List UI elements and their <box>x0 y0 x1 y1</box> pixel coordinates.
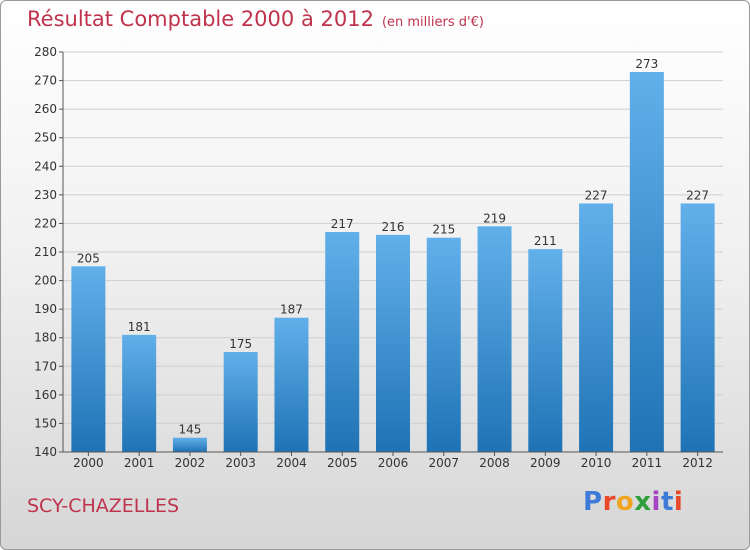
x-tick-label: 2005 <box>327 456 358 470</box>
y-tick-label: 240 <box>34 159 57 173</box>
x-tick-label: 2006 <box>378 456 409 470</box>
x-tick-label: 2011 <box>632 456 663 470</box>
y-tick-label: 270 <box>34 74 57 88</box>
bar <box>172 437 207 452</box>
x-tick-label: 2002 <box>175 456 206 470</box>
data-label: 217 <box>331 217 354 231</box>
logo-letter: P <box>583 487 603 517</box>
y-tick-label: 140 <box>34 445 57 459</box>
data-label: 219 <box>483 211 506 225</box>
bar <box>477 226 512 452</box>
x-tick-label: 2010 <box>581 456 612 470</box>
data-label: 215 <box>432 223 455 237</box>
data-label: 175 <box>229 337 252 351</box>
bar <box>71 266 106 452</box>
logo-letter: x <box>634 487 652 517</box>
x-tick-label: 2012 <box>682 456 713 470</box>
y-tick-label: 250 <box>34 131 57 145</box>
data-label: 181 <box>128 320 151 334</box>
proxiti-logo: Proxiti <box>583 487 683 517</box>
data-label: 211 <box>534 234 557 248</box>
y-tick-label: 150 <box>34 416 57 430</box>
bar <box>426 237 461 452</box>
logo-letter: i <box>651 487 661 517</box>
logo-letter: i <box>673 487 684 517</box>
y-tick-label: 280 <box>34 45 57 59</box>
data-label: 216 <box>382 220 405 234</box>
bar <box>528 249 563 452</box>
bar <box>680 203 715 452</box>
x-tick-label: 2009 <box>530 456 561 470</box>
bar <box>579 203 614 452</box>
chart-title-text: Résultat Comptable 2000 à 2012 <box>27 7 374 31</box>
bar <box>274 317 309 452</box>
logo-letter: t <box>660 487 674 517</box>
bar <box>376 234 410 452</box>
y-tick-label: 180 <box>34 331 57 345</box>
x-tick-label: 2000 <box>73 456 104 470</box>
y-tick-label: 220 <box>34 216 57 230</box>
data-label: 187 <box>280 303 303 317</box>
y-tick-label: 190 <box>34 302 57 316</box>
data-label: 227 <box>585 188 608 202</box>
bar <box>122 334 157 452</box>
chart-subtitle: (en milliers d'€) <box>381 15 484 30</box>
y-tick-label: 170 <box>34 359 57 373</box>
x-tick-label: 2004 <box>276 456 307 470</box>
bar <box>223 352 258 452</box>
x-tick-label: 2003 <box>225 456 256 470</box>
bar <box>325 232 360 452</box>
y-tick-label: 260 <box>34 102 57 116</box>
data-label: 227 <box>686 188 709 202</box>
y-tick-label: 210 <box>34 245 57 259</box>
x-tick-label: 2001 <box>124 456 155 470</box>
y-tick-label: 200 <box>34 274 57 288</box>
y-tick-label: 160 <box>34 388 57 402</box>
logo-letter: r <box>602 487 616 517</box>
x-tick-label: 2008 <box>479 456 510 470</box>
y-tick-label: 230 <box>34 188 57 202</box>
data-label: 273 <box>635 57 658 71</box>
bar <box>629 72 664 452</box>
logo-letter: o <box>615 487 635 517</box>
x-tick-label: 2007 <box>428 456 459 470</box>
city-name: SCY-CHAZELLES <box>27 495 180 517</box>
data-label: 145 <box>178 423 201 437</box>
data-label: 205 <box>77 251 100 265</box>
chart-title: Résultat Comptable 2000 à 2012 (en millie… <box>27 7 484 31</box>
